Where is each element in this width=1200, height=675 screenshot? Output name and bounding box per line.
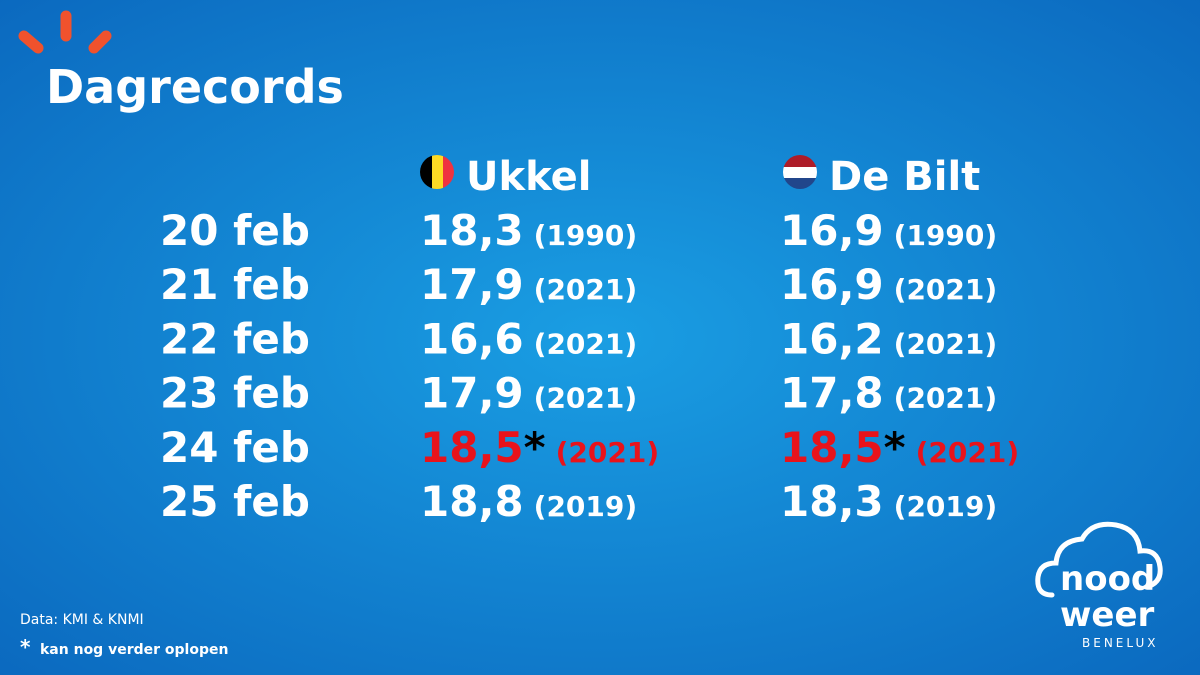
record-year: (2021) <box>916 436 1020 469</box>
record-year: (2019) <box>534 490 638 523</box>
date: 25 feb <box>160 477 310 526</box>
record-year: (2021) <box>534 327 638 360</box>
record-cell: 16,2 (2021) <box>780 314 997 363</box>
date: 24 feb <box>160 423 310 472</box>
record-cell: 17,8 (2021) <box>780 369 997 418</box>
record-cell: 16,9 (2021) <box>780 260 997 309</box>
record-cell: 16,6 (2021) <box>420 314 637 363</box>
record-cell: 18,5* (2021) <box>780 423 1019 472</box>
record-value: 18,3 <box>780 477 884 526</box>
logo-text: weer <box>1060 595 1155 635</box>
source: Data: KMI & KNMI <box>20 612 144 628</box>
column-header: De Bilt <box>829 154 980 200</box>
date: 21 feb <box>160 260 310 309</box>
record-cell: 17,9 (2021) <box>420 260 637 309</box>
record-note: * <box>524 423 546 472</box>
column-header: Ukkel <box>466 154 591 200</box>
record-value: 17,9 <box>420 260 524 309</box>
record-cell: 18,8 (2019) <box>420 477 637 526</box>
footnote-marker: * <box>20 635 31 659</box>
logo-text: BENELUX <box>1082 636 1158 650</box>
record-value: 16,9 <box>780 206 884 255</box>
record-cell: 18,5* (2021) <box>420 423 659 472</box>
logo: nood weer BENELUX <box>1035 521 1163 650</box>
date: 20 feb <box>160 206 310 255</box>
record-cell: 18,3 (1990) <box>420 206 637 255</box>
record-year: (2021) <box>894 382 998 415</box>
date: 22 feb <box>160 314 310 363</box>
record-value: 16,9 <box>780 260 884 309</box>
record-cell: 18,3 (2019) <box>780 477 997 526</box>
record-year: (2019) <box>894 490 998 523</box>
footnote: kan nog verder oplopen <box>40 642 228 658</box>
table-body: 20 feb 18,3 (1990) 16,9 (1990) 21 feb 17,9 (202… <box>160 206 1019 526</box>
record-year: (1990) <box>894 219 998 252</box>
record-value: 18,5 <box>420 423 524 472</box>
record-year: (2021) <box>534 382 638 415</box>
logo-cloud <box>1035 521 1163 598</box>
record-note: * <box>884 423 906 472</box>
record-cell: 17,9 (2021) <box>420 369 637 418</box>
flag-belgium <box>420 155 454 189</box>
record-year: (2021) <box>894 273 998 306</box>
record-value: 18,8 <box>420 477 524 526</box>
record-cell: 16,9 (1990) <box>780 206 997 255</box>
record-value: 17,9 <box>420 369 524 418</box>
record-year: (2021) <box>534 273 638 306</box>
record-year: (2021) <box>894 327 998 360</box>
date: 23 feb <box>160 369 310 418</box>
title: Dagrecords <box>46 60 344 114</box>
record-value: 16,6 <box>420 314 524 363</box>
record-value: 17,8 <box>780 369 884 418</box>
logo-text: nood <box>1060 559 1155 599</box>
record-year: (1990) <box>534 219 638 252</box>
record-year: (2021) <box>556 436 660 469</box>
record-value: 18,5 <box>780 423 884 472</box>
flag-netherlands <box>783 155 817 189</box>
record-value: 18,3 <box>420 206 524 255</box>
record-value: 16,2 <box>780 314 884 363</box>
brand-rays <box>18 10 112 54</box>
